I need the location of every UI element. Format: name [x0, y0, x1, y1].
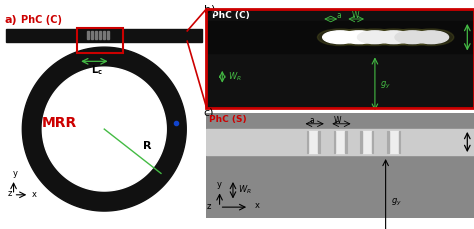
- Text: PhC (C): PhC (C): [21, 15, 62, 25]
- Bar: [87, 32, 89, 39]
- Text: $W_R$: $W_R$: [228, 71, 241, 83]
- Text: a): a): [4, 15, 17, 25]
- Bar: [108, 32, 109, 39]
- Bar: [345, 131, 346, 153]
- Text: y: y: [12, 169, 18, 178]
- Text: W: W: [352, 11, 360, 20]
- Text: z: z: [206, 202, 210, 211]
- Bar: [95, 32, 97, 39]
- Bar: [334, 131, 335, 153]
- Bar: [91, 32, 93, 39]
- Bar: [360, 131, 374, 153]
- Bar: [206, 129, 474, 155]
- Text: $g_y$: $g_y$: [391, 197, 402, 208]
- Text: b): b): [203, 4, 215, 14]
- Polygon shape: [42, 67, 166, 191]
- Circle shape: [395, 31, 430, 44]
- Bar: [307, 131, 308, 153]
- Bar: [99, 32, 101, 39]
- Circle shape: [390, 29, 435, 46]
- Circle shape: [336, 29, 382, 46]
- Circle shape: [414, 31, 448, 44]
- Bar: [399, 131, 400, 153]
- Text: z: z: [7, 189, 12, 198]
- Circle shape: [357, 31, 392, 44]
- Text: $\mathbf{L_c}$: $\mathbf{L_c}$: [91, 63, 102, 76]
- Circle shape: [371, 29, 416, 46]
- Text: PhC (C): PhC (C): [211, 11, 249, 20]
- Polygon shape: [22, 47, 186, 211]
- Circle shape: [318, 29, 363, 46]
- Circle shape: [409, 29, 454, 46]
- Bar: [334, 131, 346, 153]
- Text: $g_y$: $g_y$: [380, 80, 391, 91]
- Bar: [77, 28, 123, 53]
- Circle shape: [376, 31, 411, 44]
- Bar: [307, 131, 320, 153]
- Bar: [206, 21, 474, 54]
- Bar: [360, 131, 362, 153]
- Text: a: a: [336, 11, 341, 20]
- Circle shape: [352, 29, 398, 46]
- Circle shape: [341, 31, 376, 44]
- Text: a: a: [310, 116, 314, 125]
- Text: W: W: [333, 116, 341, 125]
- Text: $W_R$: $W_R$: [238, 184, 252, 196]
- Bar: [6, 29, 202, 41]
- Text: MRR: MRR: [42, 116, 77, 130]
- Text: x: x: [255, 201, 259, 210]
- Text: R: R: [143, 141, 152, 151]
- Text: PhC (S): PhC (S): [209, 115, 246, 124]
- Text: c): c): [203, 107, 214, 117]
- Bar: [372, 131, 374, 153]
- Bar: [387, 131, 400, 153]
- Text: x: x: [31, 190, 36, 199]
- Bar: [387, 131, 389, 153]
- Text: y: y: [217, 180, 222, 189]
- Bar: [319, 131, 320, 153]
- Bar: [103, 32, 105, 39]
- Circle shape: [323, 31, 357, 44]
